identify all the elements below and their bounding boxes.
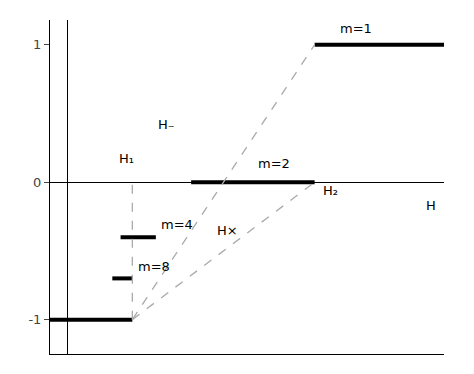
svg-text:H×: H×: [217, 223, 238, 238]
svg-text:1: 1: [33, 37, 41, 52]
svg-text:m=1: m=1: [340, 21, 372, 36]
svg-text:m=8: m=8: [138, 259, 170, 274]
svg-text:H₋: H₋: [158, 117, 175, 132]
svg-text:0: 0: [33, 175, 41, 190]
svg-text:H: H: [426, 198, 436, 213]
svg-text:H₂: H₂: [323, 183, 338, 198]
svg-text:m=4: m=4: [161, 217, 193, 232]
svg-text:-1: -1: [28, 312, 41, 327]
svg-text:H₁: H₁: [119, 151, 134, 166]
svg-text:m=2: m=2: [258, 156, 290, 171]
